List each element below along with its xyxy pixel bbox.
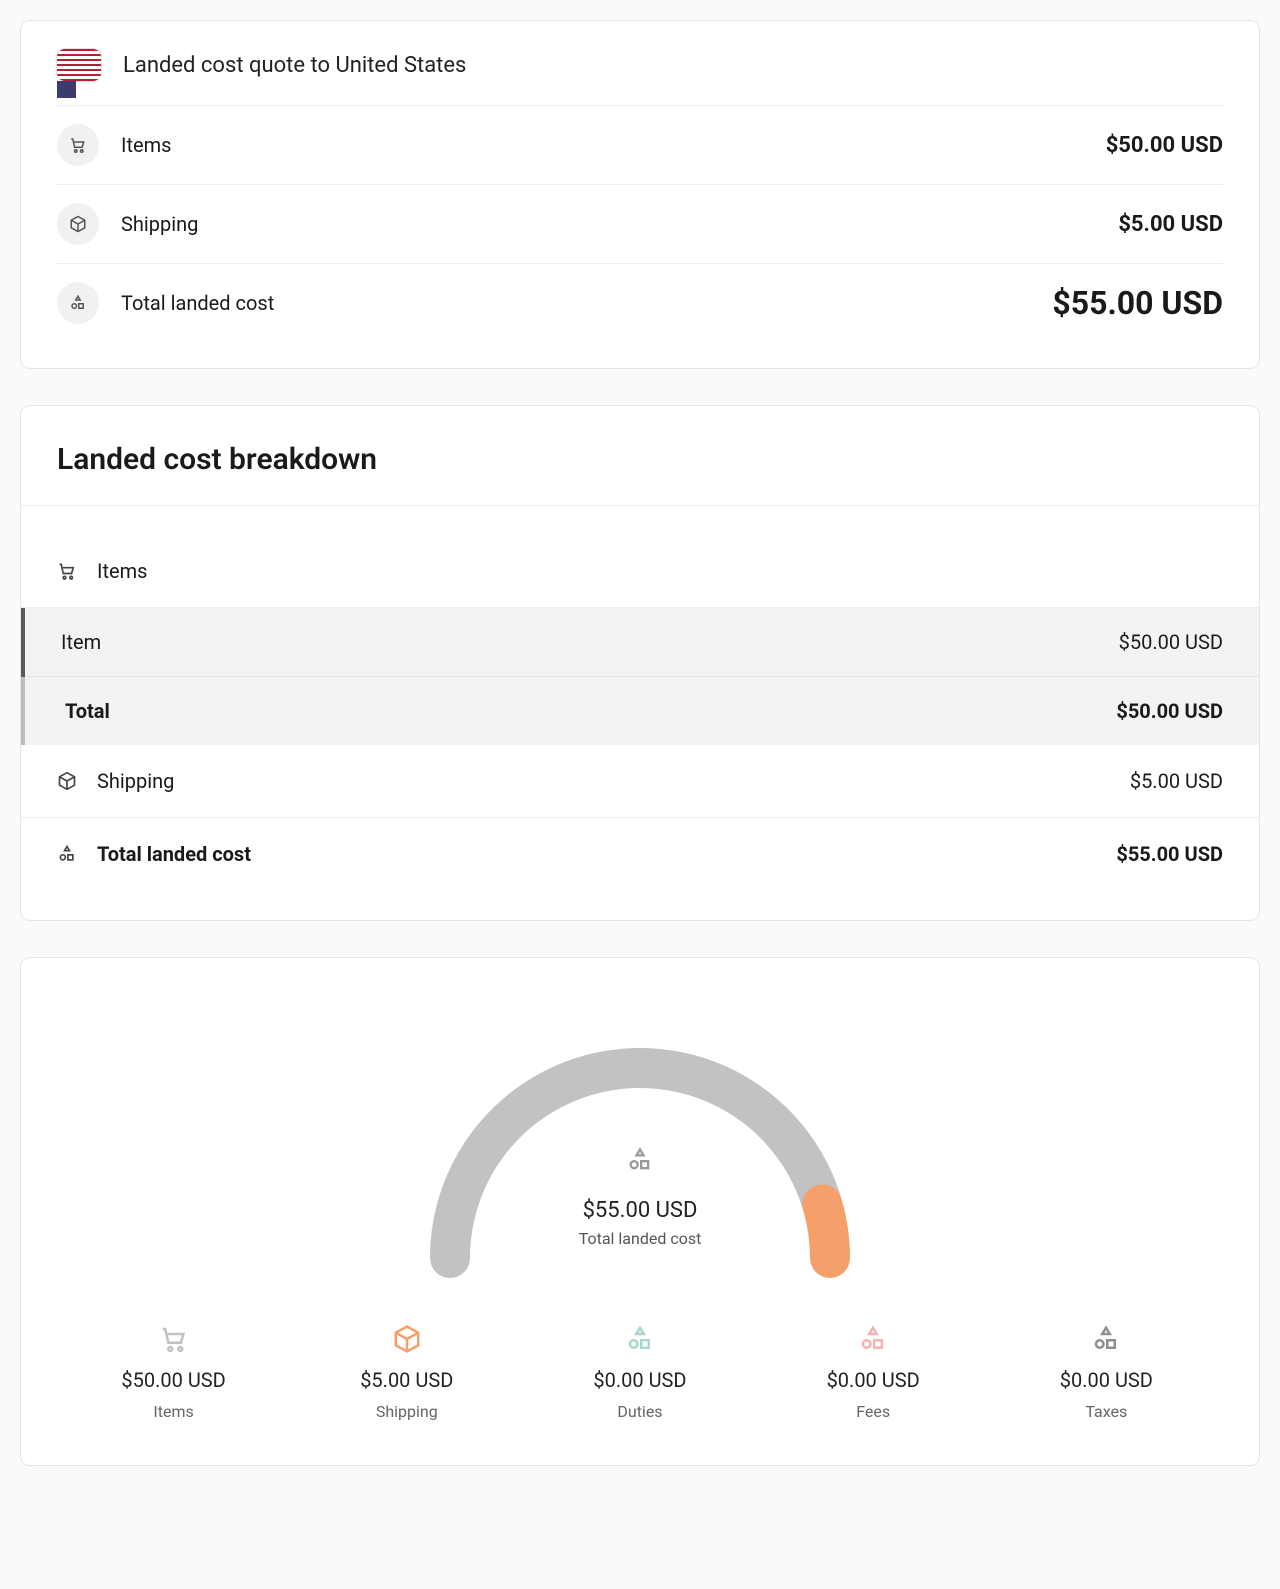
stat-fees: $0.00 USD Fees — [757, 1324, 990, 1421]
stat-items-amount: $50.00 USD — [121, 1368, 225, 1392]
stat-taxes: $0.00 USD Taxes — [990, 1324, 1223, 1421]
summary-total-label: Total landed cost — [121, 291, 1030, 315]
summary-total-value: $55.00 USD — [1052, 284, 1223, 322]
breakdown-items-label: Items — [97, 559, 1223, 583]
item-row-label: Item — [61, 630, 101, 654]
item-row-value: $50.00 USD — [1119, 630, 1223, 654]
package-icon — [57, 771, 77, 791]
breakdown-shipping-value: $5.00 USD — [1130, 769, 1223, 793]
item-total-value: $50.00 USD — [1116, 699, 1223, 723]
shapes-icon — [57, 844, 77, 864]
duties-icon — [625, 1324, 655, 1358]
stat-shipping: $5.00 USD Shipping — [290, 1324, 523, 1421]
gauge-caption: Total landed cost — [579, 1229, 702, 1248]
summary-shipping-value: $5.00 USD — [1118, 212, 1223, 237]
summary-title: Landed cost quote to United States — [123, 53, 466, 78]
summary-items-label: Items — [121, 133, 1084, 157]
shapes-icon — [57, 282, 99, 324]
breakdown-shipping-row: Shipping $5.00 USD — [21, 745, 1259, 818]
fees-icon — [858, 1324, 888, 1358]
cart-icon — [57, 561, 77, 581]
summary-row-items: Items $50.00 USD — [57, 106, 1223, 185]
stat-taxes-amount: $0.00 USD — [1060, 1368, 1153, 1392]
gauge-card: $55.00 USD Total landed cost $50.00 USD I… — [20, 957, 1260, 1466]
breakdown-shipping-label: Shipping — [97, 769, 1110, 793]
table-row: Total $50.00 USD — [21, 677, 1259, 745]
us-flag-icon — [57, 49, 101, 81]
shipping-icon — [392, 1324, 422, 1358]
breakdown-total-value: $55.00 USD — [1116, 842, 1223, 866]
summary-row-total: Total landed cost $55.00 USD — [57, 264, 1223, 342]
stat-shipping-amount: $5.00 USD — [360, 1368, 453, 1392]
summary-row-shipping: Shipping $5.00 USD — [57, 185, 1223, 264]
gauge-amount: $55.00 USD — [583, 1198, 698, 1223]
item-total-label: Total — [65, 699, 110, 723]
breakdown-items-header: Items — [21, 534, 1259, 608]
shapes-icon — [626, 1146, 654, 1178]
cart-icon — [57, 124, 99, 166]
stat-duties-caption: Duties — [617, 1402, 662, 1421]
package-icon — [57, 203, 99, 245]
stat-fees-amount: $0.00 USD — [827, 1368, 920, 1392]
breakdown-items-table: Item $50.00 USD Total $50.00 USD — [21, 608, 1259, 745]
breakdown-title: Landed cost breakdown — [21, 406, 1259, 505]
stat-items: $50.00 USD Items — [57, 1324, 290, 1421]
items-icon — [159, 1324, 189, 1358]
summary-items-value: $50.00 USD — [1106, 133, 1223, 158]
stat-duties-amount: $0.00 USD — [593, 1368, 686, 1392]
summary-header: Landed cost quote to United States — [57, 21, 1223, 106]
summary-card: Landed cost quote to United States Items… — [20, 20, 1260, 369]
gauge-chart: $55.00 USD Total landed cost — [400, 1018, 880, 1288]
stat-shipping-caption: Shipping — [376, 1402, 438, 1421]
stat-fees-caption: Fees — [856, 1402, 890, 1421]
summary-shipping-label: Shipping — [121, 212, 1096, 236]
breakdown-card: Landed cost breakdown Items Item $50.00 … — [20, 405, 1260, 921]
stats-row: $50.00 USD Items $5.00 USD Shipping $0.00 US… — [57, 1324, 1223, 1421]
stat-taxes-caption: Taxes — [1085, 1402, 1127, 1421]
table-row: Item $50.00 USD — [25, 608, 1259, 677]
taxes-icon — [1091, 1324, 1121, 1358]
stat-items-caption: Items — [153, 1402, 193, 1421]
stat-duties: $0.00 USD Duties — [523, 1324, 756, 1421]
breakdown-total-row: Total landed cost $55.00 USD — [21, 818, 1259, 890]
breakdown-total-label: Total landed cost — [97, 842, 1096, 866]
